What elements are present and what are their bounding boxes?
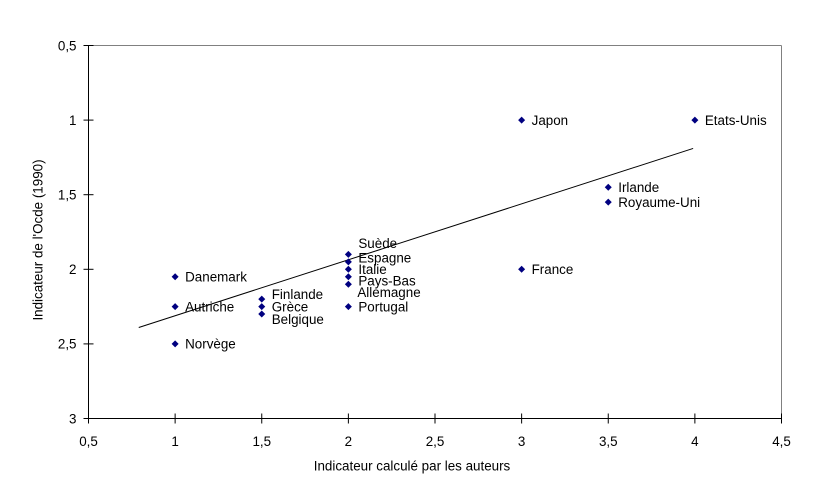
y-tick-label: 3 bbox=[69, 411, 76, 426]
data-point-marker bbox=[171, 303, 179, 311]
point-label: Grèce bbox=[272, 299, 308, 314]
data-point-marker bbox=[258, 303, 266, 311]
y-tick-label: 1,5 bbox=[58, 188, 77, 203]
data-point-marker bbox=[344, 303, 352, 311]
data-point-marker bbox=[518, 116, 526, 124]
point-label: Etats-Unis bbox=[705, 113, 767, 128]
trend-line bbox=[138, 147, 694, 328]
data-point-marker bbox=[171, 273, 179, 281]
point-label: Danemark bbox=[185, 270, 247, 285]
x-tick-label: 1,5 bbox=[252, 434, 271, 449]
y-tick-label: 2 bbox=[69, 262, 76, 277]
data-point-marker bbox=[344, 265, 352, 273]
x-tick-label: 2,5 bbox=[426, 434, 445, 449]
data-point-marker bbox=[258, 310, 266, 318]
data-point-marker bbox=[518, 265, 526, 273]
data-point-marker bbox=[604, 183, 612, 191]
point-label: Suède bbox=[358, 236, 397, 251]
data-point-marker bbox=[258, 295, 266, 303]
data-point-marker bbox=[344, 250, 352, 258]
x-tick-label: 2 bbox=[345, 434, 352, 449]
x-tick-label: 4 bbox=[691, 434, 699, 449]
point-label: France bbox=[532, 262, 574, 277]
y-axis-title: Indicateur de l'Ocde (1990) bbox=[30, 159, 46, 321]
data-point-marker bbox=[171, 340, 179, 348]
data-point-marker bbox=[344, 258, 352, 266]
y-tick-label: 1 bbox=[69, 113, 76, 128]
x-tick-label: 4,5 bbox=[772, 434, 791, 449]
point-label: Italie bbox=[358, 262, 386, 277]
point-label: Belgique bbox=[272, 312, 324, 327]
data-point-marker bbox=[604, 198, 612, 206]
x-tick-label: 0,5 bbox=[79, 434, 98, 449]
point-label: Norvège bbox=[185, 337, 236, 352]
data-point-marker bbox=[691, 116, 699, 124]
point-label: Pays-Bas bbox=[358, 274, 416, 289]
point-label: Autriche bbox=[185, 299, 234, 314]
x-axis-title: Indicateur calculé par les auteurs bbox=[313, 458, 511, 474]
point-label: Allemagne bbox=[357, 285, 420, 300]
point-label: Espagne bbox=[358, 251, 411, 266]
y-tick-label: 2,5 bbox=[58, 337, 77, 352]
point-label: Japon bbox=[532, 113, 568, 128]
point-label: Royaume-Uni bbox=[618, 195, 700, 210]
y-tick-label: 0,5 bbox=[58, 38, 77, 53]
point-label: Finlande bbox=[272, 287, 323, 302]
data-point-marker bbox=[344, 273, 352, 281]
point-label: Irlande bbox=[618, 180, 659, 195]
x-tick-label: 3 bbox=[518, 434, 525, 449]
x-tick-label: 3,5 bbox=[599, 434, 618, 449]
data-point-marker bbox=[344, 280, 352, 288]
x-tick-label: 1 bbox=[171, 434, 178, 449]
point-label: Portugal bbox=[358, 299, 408, 314]
